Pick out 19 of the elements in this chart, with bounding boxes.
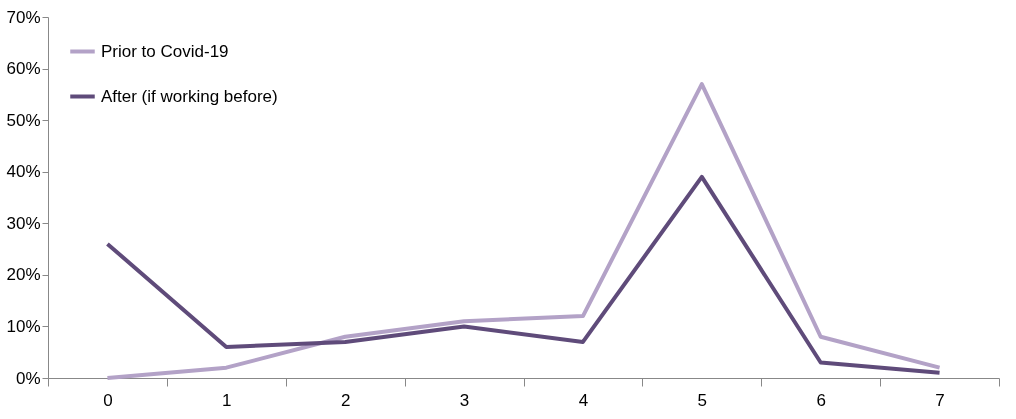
y-tick-label: 10%	[6, 316, 41, 336]
y-tick-label: 30%	[6, 213, 41, 233]
y-tick-label: 50%	[6, 110, 41, 130]
line-series	[105, 174, 942, 375]
x-tick-label: 1	[222, 390, 232, 410]
x-tick-label: 2	[340, 390, 351, 410]
y-tick-label: 40%	[6, 162, 41, 182]
y-tick-label: 20%	[6, 265, 41, 285]
x-tick-label: 3	[459, 390, 470, 410]
legend-label: Prior to Covid-19	[101, 41, 229, 61]
x-tick-label: 4	[578, 390, 589, 410]
x-tick-label: 5	[697, 390, 708, 410]
x-tick-label: 0	[103, 390, 113, 410]
legend-label: After (if working before)	[101, 86, 278, 106]
y-tick-label: 0%	[15, 368, 41, 388]
x-tick-label: 6	[816, 390, 826, 410]
y-tick-label: 60%	[6, 59, 41, 79]
x-tick-label: 7	[935, 390, 945, 410]
y-tick-label: 70%	[6, 7, 41, 27]
